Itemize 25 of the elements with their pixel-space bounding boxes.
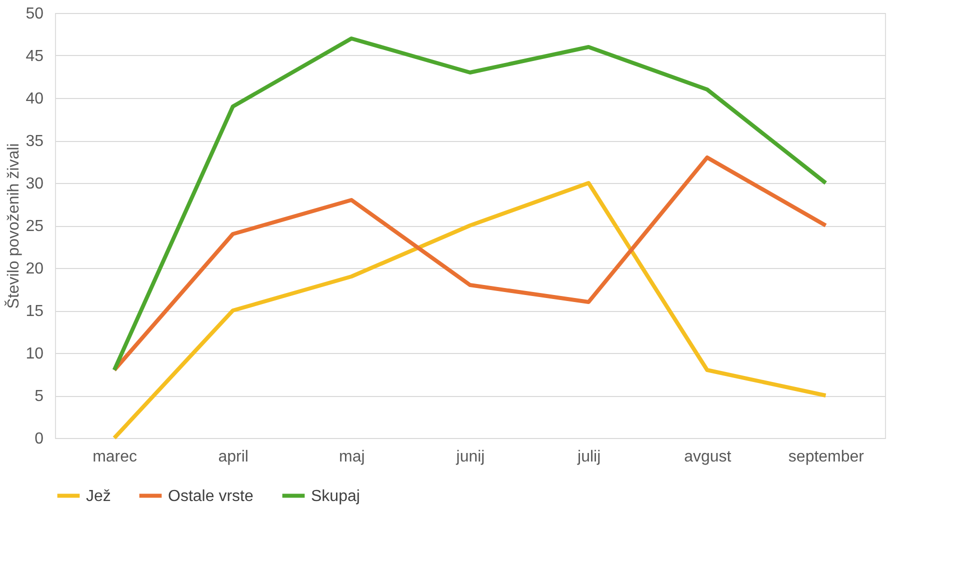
y-tick-label: 30 [26, 176, 44, 192]
x-tick-label: maj [339, 448, 365, 466]
x-tick-label: junij [455, 448, 485, 466]
y-tick-label: 45 [26, 48, 44, 65]
legend-label: Ostale vrste [168, 488, 254, 505]
y-tick-label: 0 [34, 430, 44, 448]
y-tick-label: 35 [26, 133, 44, 150]
x-tick-label: april [218, 448, 248, 466]
line-series [112, 156, 828, 372]
y-tick-label: 5 [34, 388, 44, 405]
y-axis-title: Število povoženih živali [4, 143, 23, 309]
y-tick-label: 20 [26, 260, 44, 278]
line-series [112, 181, 828, 440]
y-tick-label: 10 [26, 346, 44, 362]
x-tick-label: julij [576, 448, 601, 466]
y-tick-label: 25 [26, 218, 44, 235]
line-series [112, 36, 828, 372]
y-tick-label: 40 [26, 90, 44, 108]
y-tick-label: 50 [26, 6, 44, 22]
legend-label: Jež [86, 488, 111, 505]
x-tick-label: avgust [684, 448, 732, 466]
legend-label: Skupaj [311, 488, 360, 505]
y-tick-label: 15 [26, 303, 44, 320]
x-tick-label: marec [92, 448, 138, 466]
x-tick-label: september [788, 448, 865, 466]
